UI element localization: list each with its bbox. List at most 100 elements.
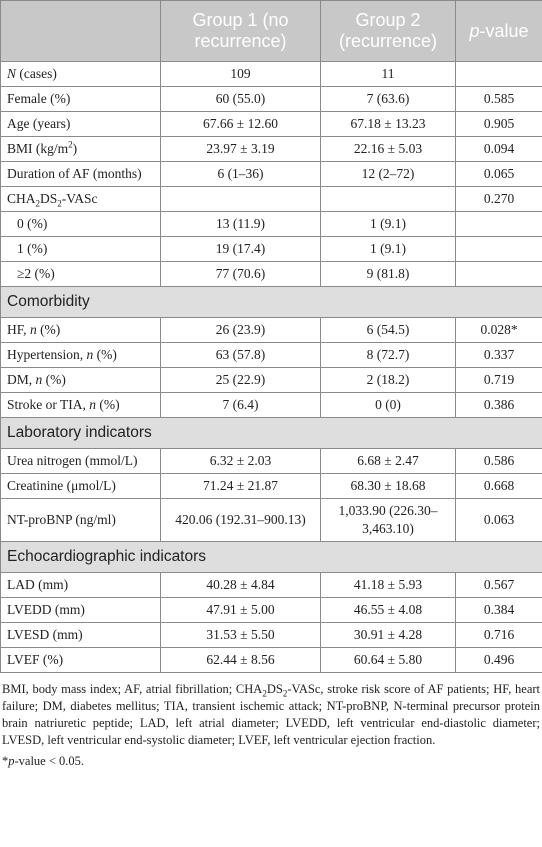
section-header: Echocardiographic indicators	[0, 541, 542, 573]
table-cell: 8 (72.7)	[320, 342, 456, 368]
text-run: p	[469, 20, 480, 41]
table-cell: 1 (9.1)	[320, 236, 456, 262]
table-body: N (cases) 109 11 Female (%) 60 (55.0) 7 (63.6…	[0, 61, 542, 673]
table-cell	[455, 61, 542, 87]
text-run: )	[72, 141, 78, 156]
text-run: BMI (kg/m	[7, 141, 69, 156]
row-label: DM, n (%)	[0, 367, 161, 393]
table-cell: 31.53 ± 5.50	[160, 622, 321, 648]
table-cell: 0.668	[455, 473, 542, 499]
table-row: CHA2DS2-VASc 0.270	[0, 186, 542, 212]
table-row: N (cases) 109 11	[0, 61, 542, 87]
row-label: ≥2 (%)	[0, 261, 161, 287]
table-cell: 1 (9.1)	[320, 211, 456, 237]
table-row: Duration of AF (months) 6 (1–36) 12 (2–72)…	[0, 161, 542, 187]
row-label: LVEF (%)	[0, 647, 161, 673]
table-cell: 109	[160, 61, 321, 87]
row-label: Female (%)	[0, 86, 161, 112]
table-cell: 60 (55.0)	[160, 86, 321, 112]
section-row: Comorbidity	[0, 286, 542, 318]
text-run: DS	[266, 682, 283, 696]
row-label: N (cases)	[0, 61, 161, 87]
table-row: Stroke or TIA, n (%) 7 (6.4) 0 (0) 0.386	[0, 392, 542, 418]
footnote: *p-value < 0.05.	[2, 753, 540, 770]
text-run: N	[7, 66, 17, 81]
table-cell: 68.30 ± 18.68	[320, 473, 456, 499]
row-label: Urea nitrogen (mmol/L)	[0, 448, 161, 474]
table-cell: 6.68 ± 2.47	[320, 448, 456, 474]
text-run: n	[29, 322, 37, 337]
table-row: HF, n (%) 26 (23.9) 6 (54.5) 0.028*	[0, 317, 542, 343]
table-cell: 9 (81.8)	[320, 261, 456, 287]
table-cell: 6 (1–36)	[160, 161, 321, 187]
table-row: 1 (%) 19 (17.4) 1 (9.1)	[0, 236, 542, 262]
table-cell: 23.97 ± 3.19	[160, 136, 321, 162]
table-cell: 0.719	[455, 367, 542, 393]
table-cell: 13 (11.9)	[160, 211, 321, 237]
row-label: CHA2DS2-VASc	[0, 186, 161, 212]
row-label: HF, n (%)	[0, 317, 161, 343]
table-cell: 62.44 ± 8.56	[160, 647, 321, 673]
table-cell: 77 (70.6)	[160, 261, 321, 287]
text-run: (%)	[93, 347, 117, 362]
text-run: n	[89, 397, 96, 412]
text-run: 2	[57, 198, 62, 209]
table-row: Creatinine (μmol/L) 71.24 ± 21.87 68.30 ± …	[0, 473, 542, 499]
table-cell: 2 (18.2)	[320, 367, 456, 393]
table-row: Female (%) 60 (55.0) 7 (63.6) 0.585	[0, 86, 542, 112]
table-cell: 6 (54.5)	[320, 317, 456, 343]
table-cell: 0.386	[455, 392, 542, 418]
text-run: 2	[68, 139, 73, 150]
table-cell: 0.567	[455, 572, 542, 598]
data-table: Group 1 (no recurrence) Group 2 (recurren…	[0, 0, 542, 673]
text-run: Hypertension,	[7, 347, 87, 362]
table-cell: 22.16 ± 5.03	[320, 136, 456, 162]
column-header: p-value	[455, 0, 542, 62]
table-cell: 26 (23.9)	[160, 317, 321, 343]
table-cell: 30.91 ± 4.28	[320, 622, 456, 648]
text-run: 2	[35, 198, 41, 209]
table-row: Urea nitrogen (mmol/L) 6.32 ± 2.03 6.68 ± …	[0, 448, 542, 474]
table-row: Age (years) 67.66 ± 12.60 67.18 ± 13.23 0.9…	[0, 111, 542, 137]
row-label: LAD (mm)	[0, 572, 161, 598]
table-cell: 0.028*	[455, 317, 542, 343]
text-run: n	[35, 372, 43, 387]
row-label: Age (years)	[0, 111, 161, 137]
table-row: Hypertension, n (%) 63 (57.8) 8 (72.7) 0.33…	[0, 342, 542, 368]
table-cell: 0.585	[455, 86, 542, 112]
table-row: NT-proBNP (ng/ml) 420.06 (192.31–900.13) 1…	[0, 498, 542, 542]
table-cell	[320, 186, 456, 212]
footnotes: BMI, body mass index; AF, atrial fibrill…	[0, 673, 542, 770]
table-row: 0 (%) 13 (11.9) 1 (9.1)	[0, 211, 542, 237]
table-cell	[455, 261, 542, 287]
section-header: Laboratory indicators	[0, 417, 542, 449]
row-label: Duration of AF (months)	[0, 161, 161, 187]
table-cell: 47.91 ± 5.00	[160, 597, 321, 623]
text-run: DM,	[7, 372, 36, 387]
text-run: BMI, body mass index; AF, atrial fibrill…	[2, 682, 263, 696]
table-cell: 0.905	[455, 111, 542, 137]
footnote: BMI, body mass index; AF, atrial fibrill…	[2, 681, 540, 749]
table-cell: 7 (63.6)	[320, 86, 456, 112]
table-cell: 0.063	[455, 498, 542, 542]
table-row: ≥2 (%) 77 (70.6) 9 (81.8)	[0, 261, 542, 287]
table-cell: 12 (2–72)	[320, 161, 456, 187]
table-cell: 0.270	[455, 186, 542, 212]
table-cell: 0.337	[455, 342, 542, 368]
column-header: Group 2 (recurrence)	[320, 0, 456, 62]
text-run: p	[8, 754, 15, 768]
text-run: n	[86, 347, 94, 362]
table-cell: 0.094	[455, 136, 542, 162]
table-cell: 67.18 ± 13.23	[320, 111, 456, 137]
table-cell: 41.18 ± 5.93	[320, 572, 456, 598]
table-cell	[455, 211, 542, 237]
table-cell: 0.716	[455, 622, 542, 648]
text-run: *	[2, 754, 9, 768]
table-row: LVEDD (mm) 47.91 ± 5.00 46.55 ± 4.08 0.384	[0, 597, 542, 623]
table-cell: 7 (6.4)	[160, 392, 321, 418]
text-run: DS	[40, 191, 58, 206]
text-run: -value	[479, 20, 529, 41]
text-run: -VASc	[61, 191, 98, 206]
